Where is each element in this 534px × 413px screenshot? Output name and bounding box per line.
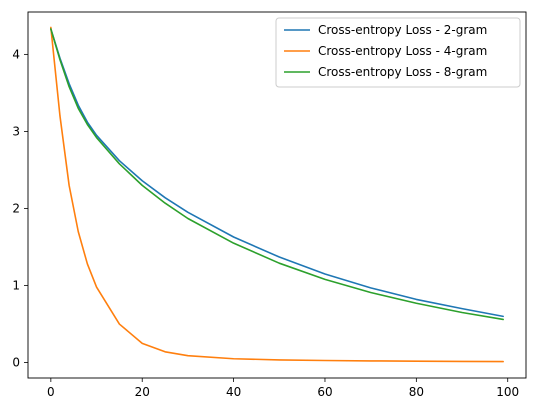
plot-frame — [27, 11, 527, 379]
legend-label: Cross-entropy Loss - 8-gram — [318, 65, 487, 79]
y-tick-label: 1 — [12, 279, 20, 293]
legend-label: Cross-entropy Loss - 2-gram — [318, 23, 487, 37]
y-tick-label: 3 — [12, 124, 20, 138]
series-line-2 — [50, 26, 504, 363]
x-tick-label: 60 — [317, 385, 332, 399]
series-line-3 — [50, 28, 504, 321]
y-tick-label: 0 — [12, 356, 20, 370]
legend-label: Cross-entropy Loss - 4-gram — [318, 44, 487, 58]
y-tick-label: 4 — [12, 47, 20, 61]
series-line-1 — [50, 28, 504, 318]
y-tick-label: 2 — [12, 201, 20, 215]
x-axis: 0 20 40 60 80 100 — [47, 378, 519, 399]
x-tick-label: 40 — [226, 385, 241, 399]
x-tick-label: 0 — [47, 385, 55, 399]
legend-box — [275, 17, 521, 88]
x-tick-label: 20 — [135, 385, 150, 399]
plot-lines — [50, 26, 504, 363]
y-axis: 0 1 2 3 4 — [12, 47, 28, 370]
x-tick-label: 100 — [496, 385, 519, 399]
legend: Cross-entropy Loss - 2-gram Cross-entropy… — [275, 17, 521, 88]
x-tick-label: 80 — [409, 385, 424, 399]
